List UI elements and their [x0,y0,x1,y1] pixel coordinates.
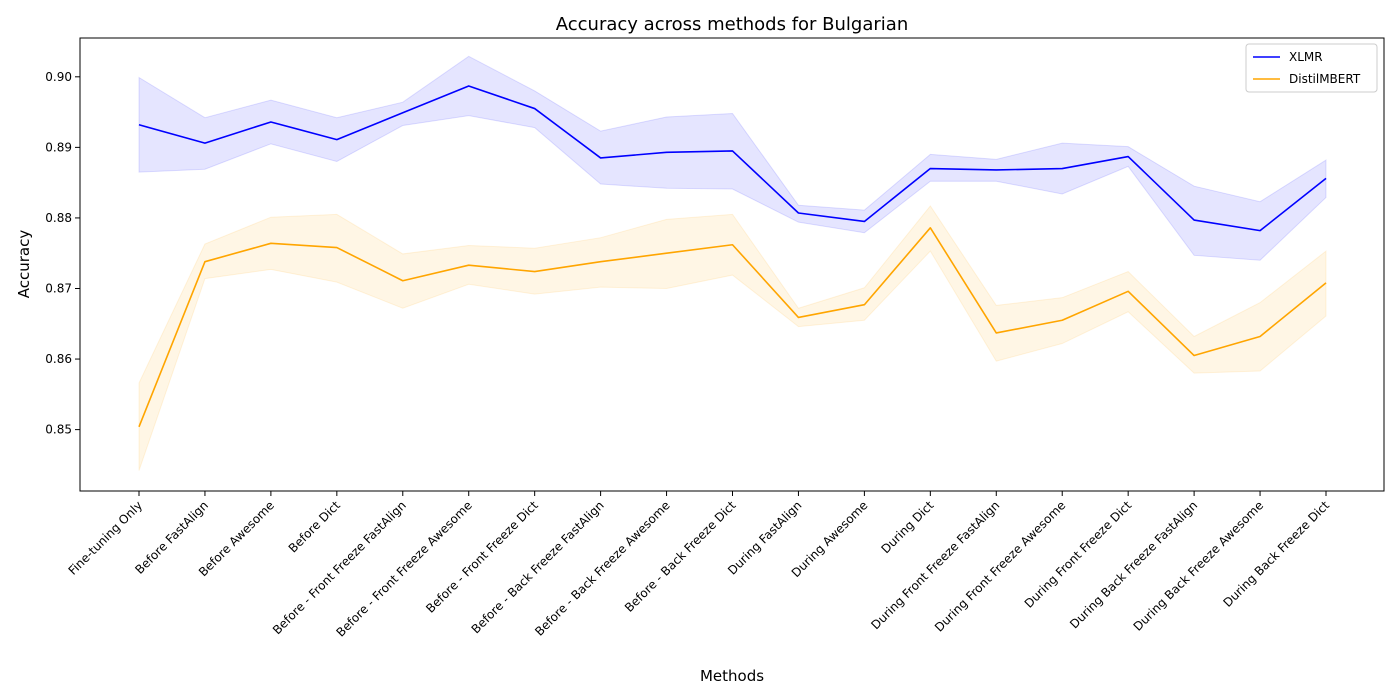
legend-box [1245,43,1378,93]
x-axis-title: Methods [700,667,764,685]
x-tick-label: Before - Back Freeze Dict [622,498,739,615]
x-tick-label: During Back Freeze Awesome [1131,498,1267,634]
x-tick-label: During Front Freeze FastAlign [868,498,1002,632]
x-tick-label: Before - Back Freeze FastAlign [469,498,607,636]
confidence-bands [138,55,1327,471]
band-xlmr [138,55,1327,261]
y-tick-label: 0.85 [45,423,72,437]
x-tick-label: Before - Back Freeze Awesome [532,498,672,638]
legend-label-distilmbert: DistilMBERT [1289,72,1361,86]
y-axis: 0.85 0.86 0.87 0.88 0.89 0.90 [45,70,80,437]
series-lines [138,85,1327,428]
band-distilmbert [138,205,1327,471]
legend-label-xlmr: XLMR [1289,50,1323,64]
x-tick-label: Before - Front Freeze FastAlign [270,498,409,637]
x-tick-label: Before Dict [286,498,343,555]
x-tick-label: During Dict [878,498,936,556]
x-tick-label: Before - Front Freeze Awesome [333,498,474,639]
y-tick-label: 0.90 [45,70,72,84]
x-tick-label: During Back Freeze FastAlign [1067,498,1200,631]
y-tick-label: 0.88 [45,211,72,225]
y-tick-label: 0.87 [45,281,72,295]
x-tick-label: During Front Freeze Awesome [932,498,1068,634]
x-tick-label: Before - Front Freeze Dict [423,498,541,616]
x-tick-label: During Back Freeze Dict [1220,498,1332,610]
chart-title: Accuracy across methods for Bulgarian [556,14,908,35]
y-tick-label: 0.89 [45,140,72,154]
legend: XLMR DistilMBERT [1245,43,1378,93]
y-axis-title: Accuracy [15,230,33,299]
y-tick-label: 0.86 [45,352,72,366]
x-tick-label: During Front Freeze Dict [1022,498,1135,611]
